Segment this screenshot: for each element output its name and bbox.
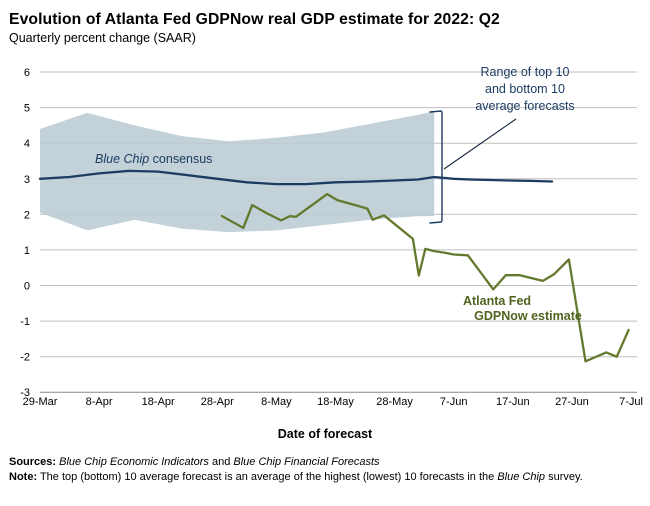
svg-text:average forecasts: average forecasts <box>475 99 574 113</box>
svg-text:3: 3 <box>24 174 30 186</box>
svg-text:-2: -2 <box>20 352 30 364</box>
svg-text:1: 1 <box>24 245 30 257</box>
svg-text:0: 0 <box>24 281 30 293</box>
svg-text:Atlanta Fed: Atlanta Fed <box>463 294 531 308</box>
svg-text:29-Mar: 29-Mar <box>23 396 58 408</box>
svg-text:-1: -1 <box>20 316 30 328</box>
svg-text:7-Jun: 7-Jun <box>440 396 468 408</box>
svg-text:17-Jun: 17-Jun <box>496 396 530 408</box>
svg-text:and bottom 10: and bottom 10 <box>485 82 565 96</box>
svg-text:8-May: 8-May <box>261 396 292 408</box>
svg-text:7-Jul: 7-Jul <box>619 396 643 408</box>
svg-text:28-May: 28-May <box>376 396 413 408</box>
svg-text:GDPNow estimate: GDPNow estimate <box>474 309 582 323</box>
svg-text:2: 2 <box>24 209 30 221</box>
svg-text:6: 6 <box>24 67 30 79</box>
svg-text:Range of top 10: Range of top 10 <box>481 65 570 79</box>
svg-text:18-Apr: 18-Apr <box>142 396 175 408</box>
svg-text:28-Apr: 28-Apr <box>201 396 234 408</box>
svg-text:Blue Chip consensus: Blue Chip consensus <box>95 152 212 166</box>
svg-text:18-May: 18-May <box>317 396 354 408</box>
svg-text:5: 5 <box>24 103 30 115</box>
svg-text:27-Jun: 27-Jun <box>555 396 589 408</box>
svg-text:8-Apr: 8-Apr <box>86 396 113 408</box>
svg-text:4: 4 <box>24 138 30 150</box>
